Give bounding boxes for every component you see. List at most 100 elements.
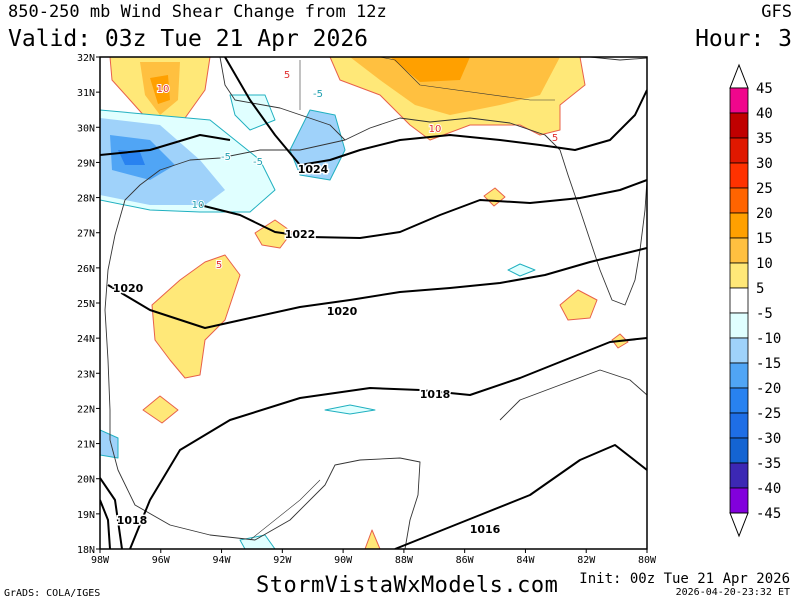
- lat-label: 21N: [77, 440, 95, 451]
- lon-label: 88W: [395, 555, 414, 566]
- isobar-1018-sw: [100, 477, 123, 549]
- shear-orange-area: [350, 57, 560, 115]
- shear-contour-label: -5: [253, 157, 263, 168]
- colorbar-swatch: [729, 487, 749, 514]
- shear-contour-label: 10: [192, 200, 205, 211]
- colorbar-label: -35: [756, 456, 781, 472]
- lat-label: 23N: [77, 369, 95, 380]
- lat-label: 31N: [77, 88, 95, 99]
- colorbar-label: -5: [756, 306, 773, 322]
- coastline-gulf-west: [104, 57, 421, 549]
- coastline-cuba: [499, 369, 647, 421]
- colorbar-swatch: [729, 137, 749, 164]
- isobar-1018: [129, 337, 647, 549]
- isobar-label: 1018: [117, 514, 148, 527]
- shear-positive-blob: [483, 187, 506, 207]
- colorbar-label: 40: [756, 106, 773, 122]
- lat-label: 27N: [77, 229, 95, 240]
- shear-negative-blob: [239, 534, 276, 549]
- init-time: Init: 00z Tue 21 Apr 2026: [579, 571, 790, 587]
- lon-label: 84W: [516, 555, 535, 566]
- country-border: [249, 479, 321, 541]
- colorbar-label: -10: [756, 331, 781, 347]
- lat-label: 32N: [77, 53, 95, 64]
- colorbar-label: -30: [756, 431, 781, 447]
- shear-contour-label: 10: [429, 124, 442, 135]
- colorbar-label: 20: [756, 206, 773, 222]
- colorbar-label: 5: [756, 281, 764, 297]
- lat-label: 22N: [77, 404, 95, 415]
- isobar-1018-sw-inner: [100, 499, 111, 549]
- shear-negative-blob: [324, 404, 376, 415]
- colorbar-label: -40: [756, 481, 781, 497]
- shear-contour-label: -5: [221, 152, 231, 163]
- shear-positive-blob: [364, 529, 381, 549]
- lon-label: 82W: [577, 555, 596, 566]
- lat-label: 24N: [77, 334, 95, 345]
- colorbar-label: -45: [756, 506, 781, 522]
- shear-cyan-area: [229, 94, 276, 131]
- colorbar-top-arrow: [729, 63, 749, 89]
- lon-label: 98W: [91, 555, 110, 566]
- colorbar-swatch: [729, 262, 749, 289]
- isobar-1024-west: [100, 134, 231, 156]
- colorbar-swatch: [729, 412, 749, 439]
- colorbar-swatch: [729, 112, 749, 139]
- colorbar-swatch: [729, 287, 749, 314]
- colorbar-swatch: [729, 237, 749, 264]
- colorbar-label: 45: [756, 81, 773, 97]
- shear-core-nw: [150, 75, 170, 104]
- colorbar-swatch: [729, 212, 749, 239]
- colorbar-label: 25: [756, 181, 773, 197]
- isobar-1020: [107, 247, 647, 329]
- chart-title: 850-250 mb Wind Shear Change from 12z: [8, 2, 387, 22]
- colorbar-label: 35: [756, 131, 773, 147]
- colorbar-swatch: [729, 87, 749, 114]
- isobar-label: 1020: [327, 305, 358, 318]
- forecast-hour: Hour: 3: [695, 26, 792, 52]
- isobar-label: 1018: [420, 388, 451, 401]
- isobar-1022: [199, 179, 647, 239]
- lon-label: 96W: [152, 555, 171, 566]
- lat-label: 28N: [77, 194, 95, 205]
- isobar-label: 1022: [285, 228, 316, 241]
- colorbar-label: 10: [756, 256, 773, 272]
- isobar-label: 1020: [113, 282, 144, 295]
- colorbar-label: 30: [756, 156, 773, 172]
- shear-negative-area-gulf: [289, 109, 346, 181]
- lat-label: 19N: [77, 510, 95, 521]
- lon-label: 90W: [334, 555, 353, 566]
- lat-label: 25N: [77, 299, 95, 310]
- lat-label: 18N: [77, 545, 95, 556]
- colorbar-swatch: [729, 337, 749, 364]
- shear-blue-core: [118, 150, 145, 165]
- shear-contour-label: 5: [216, 260, 222, 271]
- colorbar-swatch: [729, 312, 749, 339]
- colorbar-label: -15: [756, 356, 781, 372]
- shear-positive-blob: [142, 395, 179, 424]
- lon-label: 86W: [456, 555, 475, 566]
- shear-positive-blob: [151, 254, 241, 379]
- lat-label: 29N: [77, 158, 95, 169]
- lat-label: 20N: [77, 475, 95, 486]
- colorbar-swatch: [729, 437, 749, 464]
- coastline-atlantic: [589, 57, 647, 61]
- colorbar-bottom-arrow: [729, 512, 749, 538]
- colorbar-swatch: [729, 362, 749, 389]
- shear-deep-orange-area: [390, 57, 470, 82]
- shear-negative-blob: [100, 429, 119, 459]
- shear-contour-label: 5: [284, 70, 290, 81]
- colorbar-swatch: [729, 162, 749, 189]
- lat-label: 26N: [77, 264, 95, 275]
- colorbar-swatch: [729, 387, 749, 414]
- lon-label: 92W: [273, 555, 292, 566]
- colorbar-label: -25: [756, 406, 781, 422]
- colorbar-label: -20: [756, 381, 781, 397]
- lat-label: 30N: [77, 123, 95, 134]
- isobar-1024: [224, 57, 647, 166]
- shear-blue-area: [110, 135, 175, 180]
- isobar-label: 1024: [298, 163, 329, 176]
- shear-contour-label: 5: [552, 133, 558, 144]
